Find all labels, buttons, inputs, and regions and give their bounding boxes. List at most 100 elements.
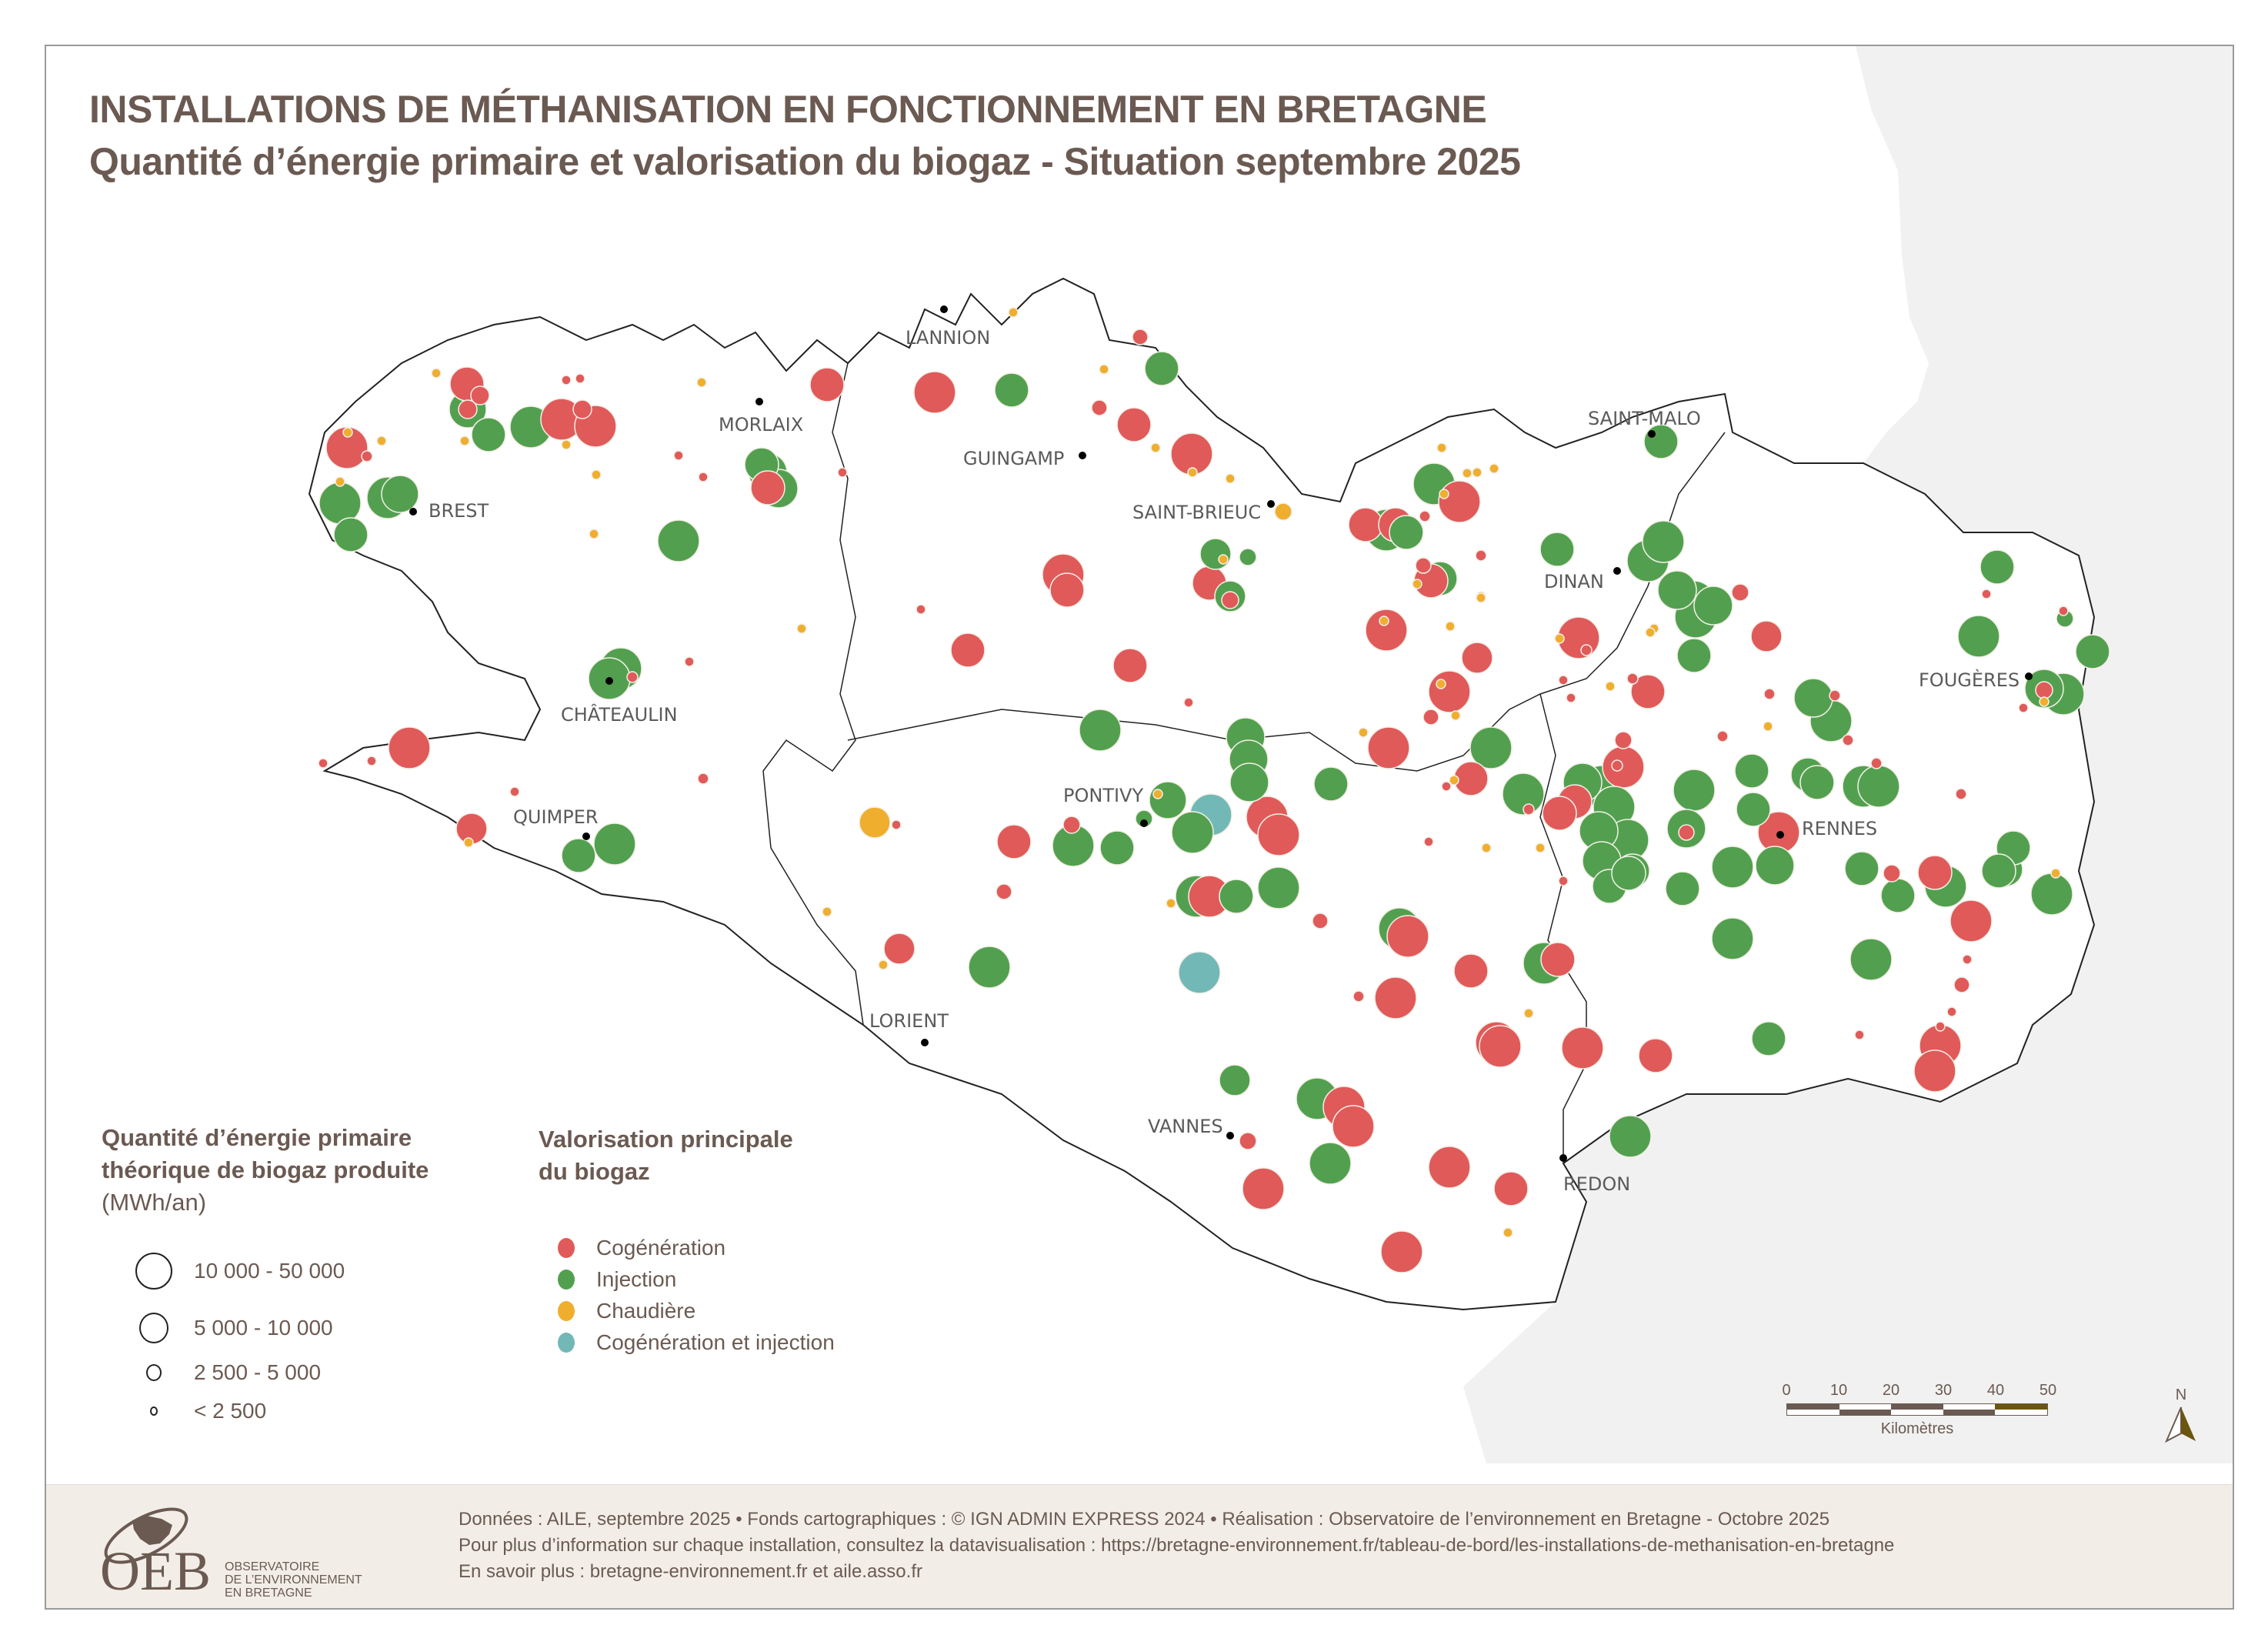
chaudiere-marker[interactable] [1439, 489, 1449, 499]
injection-marker[interactable] [381, 475, 419, 513]
cogeneration-marker[interactable] [996, 824, 1032, 859]
cogeneration-marker[interactable] [2035, 681, 2053, 699]
datavis-link[interactable]: Pour plus d’information sur chaque insta… [459, 1535, 1895, 1556]
cogeneration-marker[interactable] [1626, 672, 1639, 685]
cogeneration-marker[interactable] [1461, 642, 1493, 674]
injection-marker[interactable] [1219, 1064, 1251, 1096]
cogeneration-marker[interactable] [1935, 1021, 1946, 1032]
cogeneration-marker[interactable] [1523, 803, 1535, 816]
cogeneration-marker[interactable] [1112, 648, 1148, 683]
cogeneration-marker[interactable] [1062, 816, 1081, 834]
cogeneration-marker[interactable] [1091, 399, 1108, 416]
cogeneration-marker[interactable] [1602, 746, 1645, 789]
cogeneration-marker[interactable] [809, 367, 845, 402]
chaudiere-marker[interactable] [335, 476, 345, 487]
injection-marker[interactable] [1981, 853, 2016, 889]
chaudiere-marker[interactable] [1503, 1227, 1513, 1238]
chaudiere-marker[interactable] [1481, 843, 1492, 853]
cogeneration-marker[interactable] [1542, 796, 1577, 831]
cogeneration-marker[interactable] [1183, 697, 1194, 708]
chaudiere-marker[interactable] [1445, 621, 1456, 632]
cogeneration-marker[interactable] [1949, 899, 1993, 943]
chaudiere-marker[interactable] [1187, 467, 1198, 478]
cogeneration-marker[interactable] [1419, 510, 1431, 522]
cogeneration-marker[interactable] [1829, 689, 1841, 702]
injection-marker[interactable] [1643, 424, 1679, 459]
cogeneration-marker[interactable] [1423, 836, 1434, 847]
cogeneration-marker[interactable] [2018, 702, 2029, 713]
cogeneration-marker[interactable] [883, 933, 916, 965]
cogeneration-marker[interactable] [1374, 976, 1417, 1019]
chaudiere-marker[interactable] [2039, 696, 2050, 707]
cogeneration-marker[interactable] [1917, 855, 1953, 890]
cogeneration-marker[interactable] [1239, 1132, 1257, 1150]
injection-marker[interactable] [471, 417, 506, 452]
cogeneration-marker[interactable] [1493, 1171, 1529, 1206]
injection-marker[interactable] [333, 517, 369, 552]
cogeneration-marker[interactable] [1540, 942, 1576, 977]
cogeneration-marker[interactable] [891, 819, 902, 830]
injection-marker[interactable] [1099, 830, 1135, 866]
cogeneration-marker[interactable] [1630, 674, 1666, 709]
chaudiere-marker[interactable] [1274, 502, 1292, 521]
chaudiere-marker[interactable] [459, 435, 470, 446]
cogeneration-marker[interactable] [1352, 990, 1365, 1003]
injection-marker[interactable] [1736, 792, 1771, 827]
chaudiere-marker[interactable] [1462, 468, 1473, 479]
cogeneration-marker[interactable] [318, 758, 329, 769]
cogeneration-marker[interactable] [361, 450, 373, 462]
injection-marker[interactable] [561, 838, 596, 873]
injection-marker[interactable] [1642, 520, 1685, 563]
injection-marker[interactable] [2075, 634, 2110, 669]
chaudiere-marker[interactable] [431, 368, 442, 379]
cogeneration-marker[interactable] [1558, 876, 1569, 886]
cogeneration-marker[interactable] [697, 772, 709, 785]
chaudiere-marker[interactable] [1489, 463, 1499, 474]
cogeneration-marker[interactable] [1638, 1038, 1673, 1073]
injection-marker[interactable] [1079, 709, 1122, 752]
cogeneration-marker[interactable] [1580, 644, 1593, 656]
cogeneration-marker[interactable] [1870, 757, 1883, 769]
injection-marker[interactable] [593, 822, 636, 866]
cogeneration-marker[interactable] [1049, 572, 1085, 608]
cogeneration-marker[interactable] [1453, 761, 1489, 796]
chaudiere-marker[interactable] [1605, 681, 1616, 692]
cogeneration-marker[interactable] [1854, 1029, 1865, 1040]
injection-marker[interactable] [1799, 765, 1835, 800]
cogeneration-marker[interactable] [325, 426, 369, 469]
chaudiere-marker[interactable] [1476, 592, 1486, 603]
chaudiere-marker[interactable] [1412, 579, 1423, 589]
cogeneration-marker[interactable] [837, 467, 848, 478]
chaudiere-marker[interactable] [1436, 679, 1446, 689]
chaudiere-marker[interactable] [796, 623, 807, 634]
cogeneration-marker[interactable] [684, 656, 695, 667]
more-info-link[interactable]: En savoir plus : bretagne-environnement.… [459, 1561, 922, 1582]
injection-marker[interactable] [1693, 586, 1733, 626]
cogeneration-marker[interactable] [1842, 734, 1854, 746]
injection-marker[interactable] [1751, 1021, 1786, 1056]
cogeneration-marker[interactable] [561, 375, 572, 385]
injection-marker[interactable] [1469, 726, 1513, 769]
cogeneration-marker[interactable] [1716, 730, 1729, 742]
cogeneration-marker[interactable] [458, 399, 478, 419]
cogeneration-marker[interactable] [1132, 329, 1149, 345]
injection-marker[interactable] [1676, 638, 1712, 673]
injection-marker[interactable] [1609, 1115, 1652, 1158]
cogeneration-marker[interactable] [1116, 407, 1152, 442]
injection-marker[interactable] [1979, 549, 2015, 585]
cogeneration-marker[interactable] [698, 472, 709, 482]
cogeneration-marker[interactable] [1423, 709, 1439, 726]
injection-marker[interactable] [1502, 772, 1545, 816]
cogeneration-marker[interactable] [1332, 1105, 1375, 1148]
chaudiere-marker[interactable] [1152, 789, 1163, 799]
injection-marker[interactable] [1793, 678, 1833, 718]
chaudiere-marker[interactable] [1554, 633, 1565, 644]
cogeneration-marker[interactable] [1441, 781, 1452, 792]
chaudiere-marker[interactable] [1099, 364, 1109, 375]
cogeneration-marker[interactable] [996, 883, 1012, 900]
cogeneration-marker[interactable] [1221, 591, 1239, 609]
cogeneration-marker[interactable] [916, 604, 926, 615]
injection-marker[interactable] [1309, 1142, 1352, 1185]
injection-marker[interactable] [1857, 765, 1900, 808]
cogeneration-marker[interactable] [572, 399, 592, 419]
